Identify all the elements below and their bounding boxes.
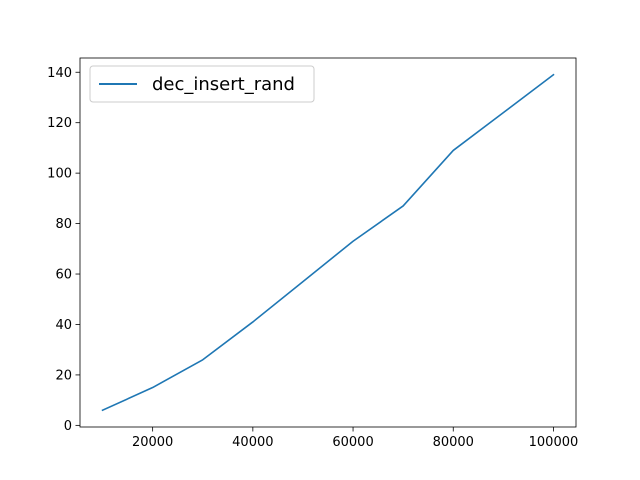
y-tick-label: 80 [55, 217, 72, 232]
legend: dec_insert_rand [89, 65, 315, 103]
y-tick-label: 20 [55, 368, 72, 383]
plot-frame [79, 57, 577, 428]
y-tick-label: 40 [55, 318, 72, 333]
x-tick-label: 100000 [529, 435, 579, 450]
x-tick-label: 20000 [132, 435, 173, 450]
legend-box [89, 65, 315, 103]
series-line-dec-insert-rand [101, 73, 555, 412]
y-tick-label: 60 [55, 268, 72, 283]
y-axis-ticks: 0 20 40 60 80 100 120 140 [47, 66, 80, 434]
x-axis-ticks: 20000 40000 60000 80000 100000 [132, 427, 578, 450]
y-tick-label: 140 [47, 66, 72, 81]
y-tick-label: 120 [47, 116, 72, 131]
x-tick-label: 60000 [332, 435, 373, 450]
y-tick-label: 100 [47, 167, 72, 182]
legend-label: dec_insert_rand [152, 74, 295, 95]
x-tick-label: 80000 [433, 435, 474, 450]
y-tick-label: 0 [64, 419, 72, 434]
x-tick-label: 40000 [232, 435, 273, 450]
